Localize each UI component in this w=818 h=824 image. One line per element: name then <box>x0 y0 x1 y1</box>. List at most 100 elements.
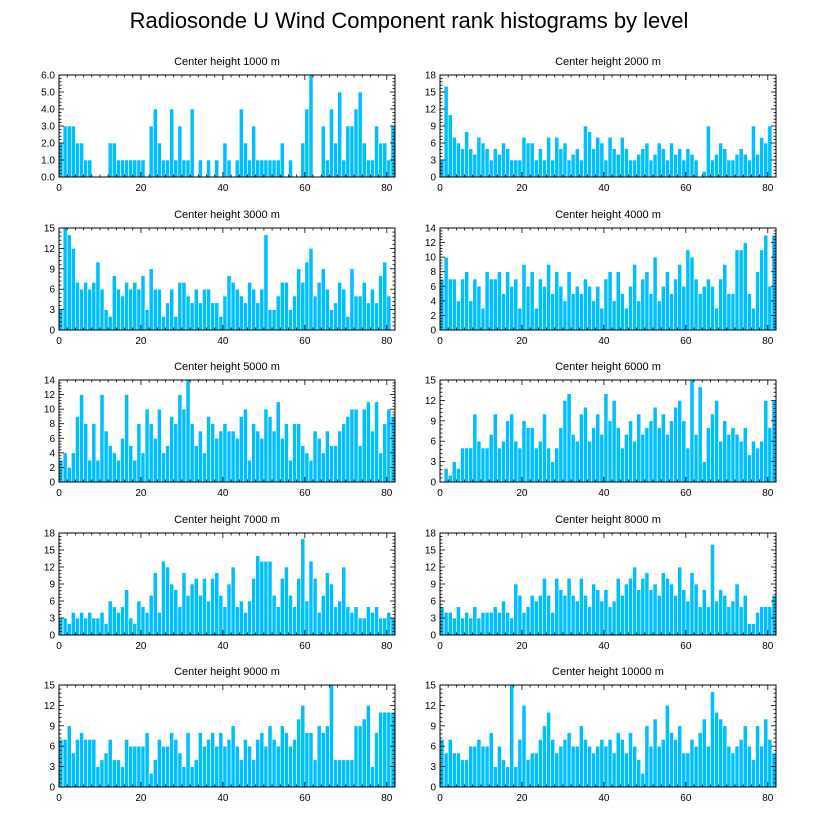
histogram-bar <box>193 288 199 331</box>
histogram-bar <box>587 606 592 636</box>
x-tick-label: 60 <box>680 183 692 194</box>
histogram-bar <box>587 745 592 788</box>
histogram-bar <box>140 452 146 483</box>
histogram-bar <box>525 427 531 483</box>
histogram-bar <box>353 408 359 483</box>
histogram-bar <box>472 745 478 788</box>
histogram-bar <box>132 159 138 178</box>
histogram-bar <box>562 739 568 788</box>
histogram-bar <box>693 159 699 178</box>
histogram-bar <box>443 256 449 331</box>
histogram-bar <box>456 142 461 178</box>
histogram-bar <box>513 278 519 331</box>
histogram-bar <box>91 739 97 788</box>
y-tick-label: 9 <box>430 721 436 732</box>
y-tick-label: 8 <box>430 267 436 278</box>
histogram-bar <box>243 142 248 178</box>
histogram-bar <box>550 293 556 331</box>
y-tick-label: 8 <box>49 419 55 430</box>
y-tick-label: 5.0 <box>41 88 55 99</box>
histogram-bar <box>644 725 650 788</box>
histogram-bar <box>271 595 277 636</box>
histogram-bar <box>345 606 351 636</box>
histogram-bar <box>345 125 351 178</box>
histogram-bar <box>484 447 490 483</box>
histogram-bar <box>706 125 711 178</box>
histogram-bar <box>660 285 666 331</box>
histogram-bar <box>378 711 384 788</box>
histogram-bar <box>460 278 465 331</box>
y-tick-label: 9 <box>430 122 436 133</box>
x-tick-label: 20 <box>516 793 528 804</box>
histogram-bar <box>648 589 654 636</box>
y-tick-label: 15 <box>44 681 56 692</box>
histogram-bar <box>710 413 715 483</box>
histogram-bar <box>341 288 347 331</box>
x-tick-label: 80 <box>381 488 393 499</box>
histogram-bar <box>755 154 760 178</box>
histogram-bar <box>460 759 465 788</box>
histogram-bar <box>656 595 662 636</box>
x-tick-label: 60 <box>680 793 692 804</box>
histogram-bar <box>382 261 388 331</box>
histogram-bar <box>267 416 273 483</box>
histogram-bar <box>501 440 506 483</box>
histogram-bar <box>701 589 707 636</box>
histogram-bar <box>603 745 609 788</box>
histogram-bar <box>476 617 482 636</box>
histogram-bar <box>366 606 371 636</box>
histogram-bar <box>234 437 240 483</box>
histogram-bar <box>681 285 687 331</box>
y-tick-label: 4 <box>49 448 55 459</box>
histogram-bar <box>181 282 187 331</box>
histogram-bar <box>742 595 748 636</box>
figure-title: Radiosonde U Wind Component rank histogr… <box>129 8 689 33</box>
histogram-bar <box>656 745 662 788</box>
histogram-bar <box>357 725 363 788</box>
histogram-bar <box>517 739 523 788</box>
x-tick-label: 40 <box>217 641 229 652</box>
histogram-bar <box>656 427 662 483</box>
histogram-bar <box>222 745 228 788</box>
histogram-bar <box>550 159 556 178</box>
histogram-bar <box>308 248 314 331</box>
histogram-bar <box>148 423 154 483</box>
histogram-bar <box>325 572 330 636</box>
histogram-bar <box>120 606 125 636</box>
y-tick-label: 9 <box>430 416 436 427</box>
histogram-bar <box>66 125 72 178</box>
histogram-bar <box>329 684 334 788</box>
histogram-bar <box>325 430 330 483</box>
histogram-bar <box>529 752 535 788</box>
histogram-bar <box>480 307 486 331</box>
histogram-bar <box>83 739 88 788</box>
x-tick-label: 40 <box>217 183 229 194</box>
histogram-bar <box>275 295 281 331</box>
histogram-bar <box>759 745 765 788</box>
histogram-bar <box>759 249 765 331</box>
histogram-bar <box>648 745 654 788</box>
y-tick-label: 3 <box>49 762 55 773</box>
histogram-panel: Center height 3000 m 0 20 40 60 80 0 3 6 9 12 15 <box>44 209 396 347</box>
histogram-bar <box>222 423 228 483</box>
histogram-bar <box>615 578 621 636</box>
histogram-bar <box>83 159 88 178</box>
histogram-bar <box>173 423 179 483</box>
y-tick-label: 0 <box>49 326 55 337</box>
histogram-bar <box>206 288 211 331</box>
x-tick-label: 0 <box>437 488 443 499</box>
histogram-bar <box>251 759 256 788</box>
x-tick-label: 40 <box>598 793 610 804</box>
histogram-bar <box>337 91 343 178</box>
histogram-bar <box>316 612 322 636</box>
histogram-bar <box>632 159 637 178</box>
histogram-panel: Center height 5000 m 0 20 40 60 80 0 2 4 6 8 10 12 14 <box>44 361 396 499</box>
histogram-bar <box>701 461 707 483</box>
y-tick-label: 15 <box>44 224 56 235</box>
histogram-bar <box>456 468 461 483</box>
histogram-bar <box>308 459 314 483</box>
histogram-bar <box>66 467 72 483</box>
histogram-bar <box>591 583 597 636</box>
histogram-bar <box>349 408 355 483</box>
histogram-bar <box>247 745 252 788</box>
